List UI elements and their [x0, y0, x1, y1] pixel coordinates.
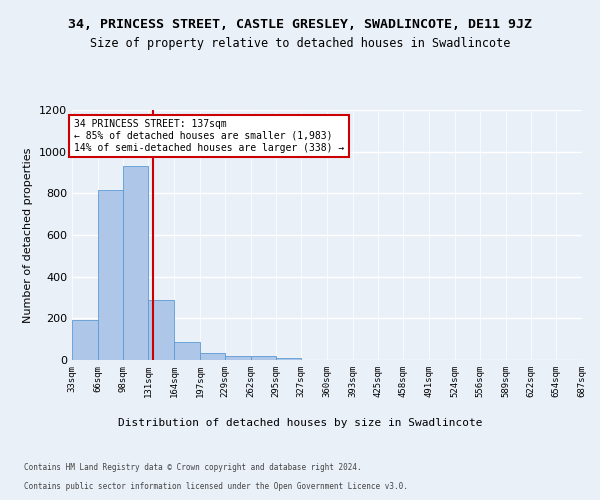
- Text: Size of property relative to detached houses in Swadlincote: Size of property relative to detached ho…: [90, 38, 510, 51]
- Bar: [174, 342, 200, 360]
- Bar: [72, 320, 98, 360]
- Text: 34 PRINCESS STREET: 137sqm
← 85% of detached houses are smaller (1,983)
14% of s: 34 PRINCESS STREET: 137sqm ← 85% of deta…: [74, 120, 344, 152]
- Bar: [225, 356, 251, 360]
- Bar: [200, 352, 225, 360]
- Y-axis label: Number of detached properties: Number of detached properties: [23, 148, 34, 322]
- Bar: [277, 358, 301, 360]
- Text: Contains HM Land Registry data © Crown copyright and database right 2024.: Contains HM Land Registry data © Crown c…: [24, 464, 362, 472]
- Bar: [122, 166, 148, 360]
- Bar: [98, 190, 122, 360]
- Bar: [251, 356, 277, 360]
- Text: Contains public sector information licensed under the Open Government Licence v3: Contains public sector information licen…: [24, 482, 408, 491]
- Bar: [148, 300, 174, 360]
- Text: Distribution of detached houses by size in Swadlincote: Distribution of detached houses by size …: [118, 418, 482, 428]
- Text: 34, PRINCESS STREET, CASTLE GRESLEY, SWADLINCOTE, DE11 9JZ: 34, PRINCESS STREET, CASTLE GRESLEY, SWA…: [68, 18, 532, 30]
